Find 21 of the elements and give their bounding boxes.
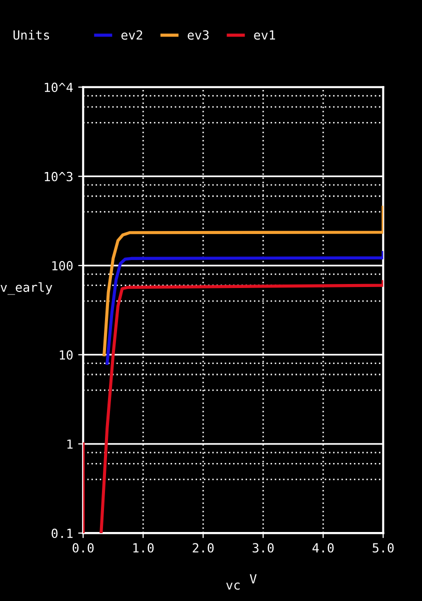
text: V: [250, 574, 257, 584]
legend-label: ev3: [188, 30, 209, 40]
legend-label: ev1: [254, 30, 276, 40]
x-tick-label: 3.0: [252, 543, 274, 553]
x-tick-label: 1.0: [133, 543, 154, 553]
x-tick-label: 4.0: [312, 543, 334, 553]
y-tick-label: 10^4: [44, 82, 73, 92]
y-axis-title: v_early: [0, 282, 52, 295]
line-series: [106, 250, 384, 365]
y-tick-label: 100: [52, 261, 73, 270]
legend-label: ev2: [121, 30, 142, 40]
y-tick-label: 1: [67, 440, 73, 449]
x-tick-label: 2.0: [192, 543, 214, 553]
line-series: [102, 206, 384, 356]
y-tick-label: 10: [60, 350, 73, 360]
x-axis-title: vc: [226, 582, 240, 590]
x-tick-label: 5.0: [372, 543, 394, 553]
y-tick-label: 0.1: [52, 528, 73, 538]
legend-title: Units: [14, 30, 50, 40]
x-tick-label: 0.0: [72, 543, 94, 553]
y-tick-label: 10^3: [44, 172, 72, 182]
